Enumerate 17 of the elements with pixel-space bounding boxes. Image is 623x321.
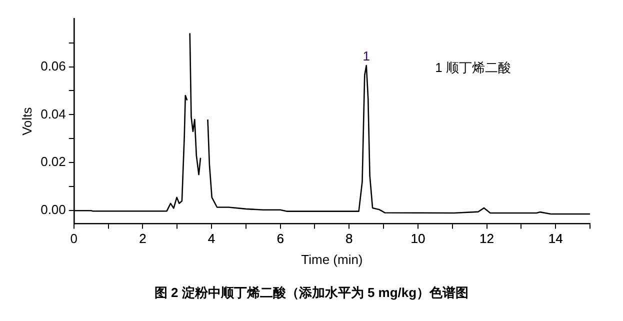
annotation: 1	[362, 48, 370, 64]
y-tick-label: 0.00	[40, 202, 66, 218]
x-axis-title: Time (min)	[301, 252, 363, 267]
x-tick-label: 0	[70, 230, 78, 246]
y-tick-label: 0.06	[40, 58, 66, 74]
y-tick-label: 0.04	[40, 106, 66, 122]
annotation: 1 顺丁烯二酸	[435, 60, 512, 75]
text: 图 2 淀粉中顺丁烯二酸（添加水平为 5 mg/kg）色谱图	[153, 284, 470, 302]
x-tick-label: 14	[548, 230, 563, 246]
x-tick-label: 2	[139, 230, 146, 246]
x-tick-label: 6	[276, 230, 284, 246]
x-tick-label: 8	[346, 230, 353, 246]
x-tick-label: 10	[410, 230, 426, 246]
x-tick-label: 12	[480, 230, 494, 246]
x-tick-label: 4	[208, 230, 216, 246]
y-tick-label: 0.02	[40, 154, 66, 170]
y-axis-title: Volts	[19, 106, 34, 136]
